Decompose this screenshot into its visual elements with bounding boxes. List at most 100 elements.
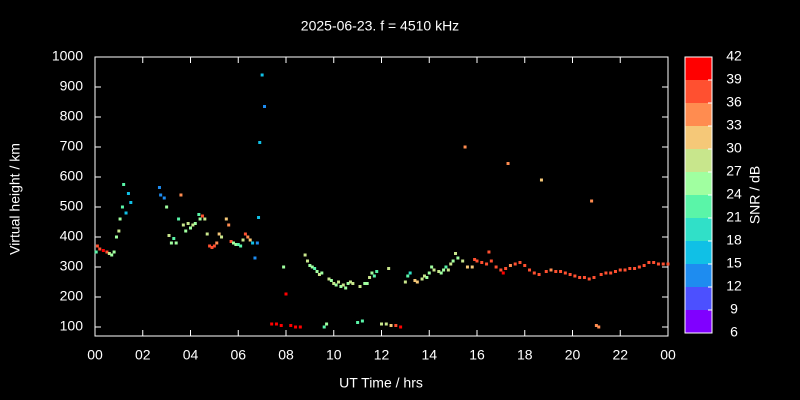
point: [159, 193, 163, 197]
point: [399, 325, 403, 329]
point: [215, 241, 219, 245]
point: [449, 262, 453, 266]
point: [229, 240, 233, 243]
y-tick-label: 800: [60, 108, 84, 124]
point: [217, 232, 221, 236]
point: [351, 282, 355, 285]
point: [499, 268, 503, 272]
colorbar-tick-label: 39: [726, 71, 742, 87]
point: [169, 241, 173, 245]
point: [487, 250, 491, 254]
point: [231, 241, 235, 245]
point: [473, 258, 477, 261]
point: [568, 273, 572, 276]
point: [387, 267, 391, 270]
point: [513, 262, 517, 266]
point: [167, 234, 171, 237]
point: [356, 321, 360, 324]
colorbar-segment: [685, 80, 712, 103]
point: [528, 268, 532, 272]
point: [384, 322, 388, 326]
colorbar-tick-label: 33: [726, 117, 742, 133]
point: [427, 271, 431, 275]
point: [463, 145, 467, 149]
point: [587, 277, 591, 281]
point: [508, 264, 512, 267]
point: [360, 319, 364, 323]
point: [110, 253, 114, 257]
point: [189, 226, 192, 230]
x-tick-label: 02: [135, 347, 151, 363]
point: [120, 205, 124, 209]
point: [124, 211, 128, 215]
point: [184, 229, 188, 233]
point: [370, 271, 374, 275]
point: [372, 274, 376, 278]
point: [480, 261, 484, 264]
point: [652, 261, 656, 264]
point: [200, 214, 204, 218]
colorbar-tick-label: 27: [726, 163, 742, 179]
point: [559, 270, 563, 273]
y-tick-label: 400: [60, 228, 84, 244]
point: [257, 216, 261, 219]
point: [95, 244, 99, 248]
x-axis-label: UT Time / hrs: [339, 375, 423, 391]
colorbar-segment: [685, 103, 712, 126]
point: [666, 262, 670, 266]
point: [656, 262, 660, 266]
point: [177, 217, 181, 221]
chart-title: 2025-06-23. f = 4510 kHz: [301, 18, 459, 34]
point: [456, 256, 460, 260]
point: [437, 270, 441, 273]
point: [94, 250, 98, 254]
point: [532, 271, 536, 275]
y-tick-label: 1000: [52, 48, 83, 64]
point: [157, 186, 161, 189]
colorbar-tick-label: 15: [726, 255, 742, 271]
point: [181, 223, 185, 227]
point: [270, 322, 274, 326]
y-tick-label: 700: [60, 138, 84, 154]
point: [107, 252, 111, 255]
point: [274, 322, 278, 326]
point: [475, 259, 479, 263]
point: [205, 232, 209, 236]
point: [248, 238, 252, 242]
colorbar-tick-label: 36: [726, 94, 742, 110]
point: [539, 178, 543, 182]
point: [303, 253, 307, 257]
point: [465, 265, 469, 269]
point: [422, 274, 426, 278]
colorbar-tick-label: 30: [726, 140, 742, 156]
point: [420, 277, 424, 281]
point: [165, 205, 169, 209]
point: [284, 292, 288, 296]
x-tick-label: 00: [87, 347, 103, 363]
point: [313, 267, 317, 270]
point: [118, 217, 122, 221]
point: [518, 261, 522, 264]
point: [506, 162, 510, 165]
point: [117, 229, 121, 233]
point: [179, 193, 183, 197]
point: [406, 274, 410, 278]
point: [380, 322, 383, 326]
point: [346, 282, 350, 285]
colorbar-segment: [685, 241, 712, 264]
point: [549, 268, 553, 272]
point: [358, 285, 362, 288]
point: [504, 267, 508, 270]
point: [289, 324, 293, 327]
colorbar-tick-label: 18: [726, 232, 742, 248]
colorbar-segment: [685, 310, 712, 333]
point: [101, 249, 105, 252]
point: [210, 246, 214, 249]
point: [403, 280, 407, 284]
point: [563, 271, 567, 275]
point: [298, 325, 302, 329]
point: [537, 273, 541, 276]
colorbar-tick-label: 21: [726, 209, 742, 225]
